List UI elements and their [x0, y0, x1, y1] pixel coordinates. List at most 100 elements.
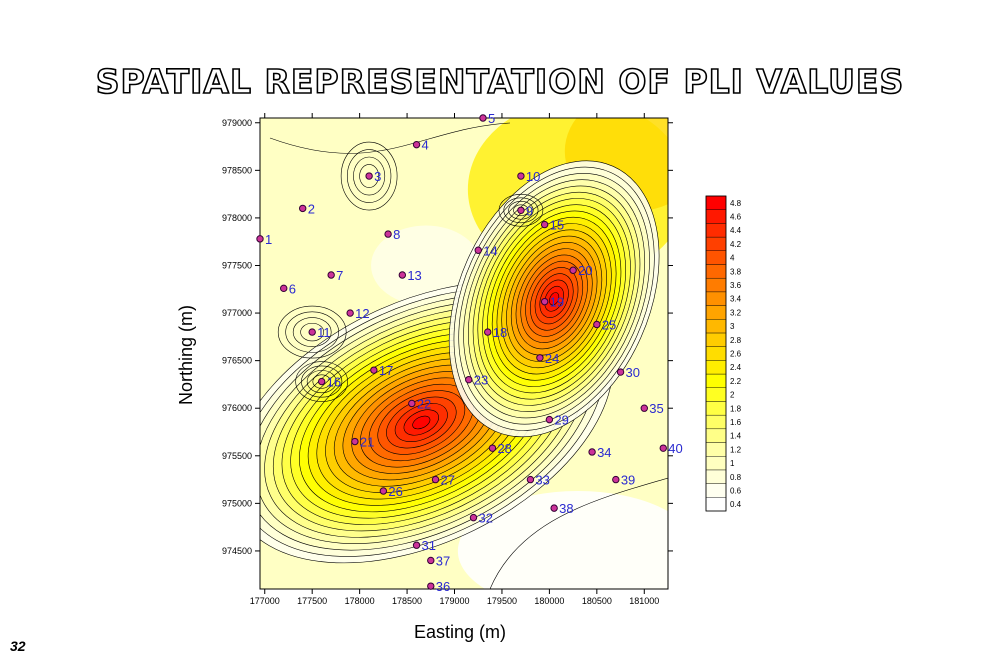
sample-point-40 [659, 444, 667, 452]
sample-label-15: 15 [550, 218, 564, 233]
y-tick-label-5: 977000 [222, 308, 252, 318]
contour-band-0-21 [412, 415, 431, 430]
colorbar-swatch-11 [705, 346, 727, 361]
colorbar-label-0: 0.4 [730, 500, 742, 509]
colorbar-swatch-0 [705, 497, 727, 512]
colorbar-swatch-4 [705, 442, 727, 457]
colorbar-label-22: 4.8 [730, 199, 742, 208]
y-tick-label-7: 978000 [222, 213, 252, 223]
sample-label-29: 29 [554, 413, 568, 428]
colorbar-frame [705, 195, 727, 512]
sample-label-6: 6 [289, 281, 296, 296]
colorbar-swatch-21 [705, 209, 727, 224]
colorbar-label-21: 4.6 [730, 213, 742, 222]
field-low-center [371, 225, 482, 306]
colorbar-label-13: 3 [730, 322, 735, 331]
sample-point-31 [412, 541, 421, 549]
colorbar-label-4: 1.2 [730, 445, 742, 454]
sample-point-33 [526, 475, 535, 484]
sample-point-1 [256, 235, 264, 243]
sample-label-36: 36 [436, 579, 450, 594]
sample-label-13: 13 [407, 268, 421, 283]
sample-label-24: 24 [545, 351, 559, 366]
contour-ring-0-0 [277, 305, 347, 359]
colorbar-label-16: 3.6 [730, 281, 742, 290]
contour-ring-2-3 [312, 374, 331, 389]
colorbar-swatch-8 [705, 387, 727, 402]
sample-point-17 [370, 366, 378, 374]
sample-label-11: 11 [317, 325, 331, 340]
colorbar-label-14: 3.2 [730, 308, 742, 317]
x-tick-label-8: 181000 [629, 596, 659, 606]
colorbar-label-5: 1.4 [730, 432, 742, 441]
y-tick-label-1: 975000 [222, 498, 252, 508]
sample-label-23: 23 [474, 373, 488, 388]
sample-point-24 [536, 354, 544, 362]
contour-line-south [489, 477, 668, 589]
colorbar-swatch-15 [705, 291, 727, 306]
y-tick-label-9: 979000 [222, 118, 252, 128]
contour-ring-3-3 [513, 204, 529, 217]
colorbar-label-1: 0.6 [730, 486, 742, 495]
colorbar-swatch-9 [705, 373, 727, 388]
sample-label-30: 30 [626, 365, 640, 380]
sample-label-10: 10 [526, 169, 540, 184]
sample-point-9 [517, 206, 525, 214]
y-tick-label-8: 978500 [222, 165, 252, 175]
sample-label-27: 27 [441, 473, 455, 488]
colorbar-swatch-6 [705, 414, 727, 430]
sample-point-3 [365, 172, 373, 180]
sample-point-14 [474, 246, 482, 254]
sample-point-38 [550, 504, 558, 512]
colorbar-swatch-10 [705, 360, 727, 375]
sample-point-12 [346, 309, 354, 317]
sample-point-35 [640, 404, 648, 412]
sample-point-6 [280, 284, 288, 293]
sample-label-5: 5 [488, 111, 495, 126]
sample-label-40: 40 [668, 441, 682, 456]
colorbar-swatch-18 [705, 250, 727, 265]
sample-point-30 [616, 368, 625, 376]
colorbar-label-3: 1 [730, 459, 735, 468]
slide-number: 32 [10, 638, 26, 654]
colorbar-label-10: 2.4 [730, 363, 742, 372]
contour-ring-1-3 [359, 164, 379, 188]
colorbar-swatch-14 [705, 305, 727, 320]
x-tick-label-3: 178500 [392, 596, 422, 606]
colorbar-label-7: 1.8 [730, 404, 742, 413]
sample-label-35: 35 [649, 401, 663, 416]
sample-point-39 [612, 475, 620, 484]
sample-label-20: 20 [578, 263, 592, 278]
sample-label-22: 22 [417, 396, 431, 411]
colorbar-swatch-7 [705, 401, 727, 416]
x-tick-label-6: 180000 [534, 596, 564, 606]
contour-ring-1-0 [340, 141, 398, 211]
sample-point-10 [517, 172, 525, 180]
sample-point-21 [351, 437, 359, 446]
sample-label-39: 39 [621, 473, 635, 488]
y-tick-label-2: 975500 [222, 451, 252, 461]
colorbar-label-2: 0.8 [730, 473, 742, 482]
sample-point-29 [545, 415, 554, 424]
sample-point-11 [308, 328, 316, 336]
y-tick-label-3: 976000 [222, 403, 252, 413]
x-tick-label-4: 179000 [439, 596, 469, 606]
contour-ring-2-0 [295, 361, 348, 402]
colorbar-swatch-2 [705, 469, 727, 484]
contour-band-1-21 [549, 292, 560, 306]
contour-ring-3-2 [508, 201, 534, 220]
x-tick-label-7: 180500 [582, 596, 612, 606]
sample-point-32 [469, 513, 478, 522]
sample-point-2 [298, 204, 307, 213]
sample-point-22 [408, 399, 416, 408]
sample-point-37 [427, 556, 435, 565]
sample-label-2: 2 [308, 201, 315, 216]
y-tick-label-0: 974500 [222, 546, 252, 556]
y-tick-label-6: 977500 [222, 260, 252, 270]
colorbar-swatch-13 [705, 319, 727, 334]
colorbar-label-18: 4 [730, 254, 735, 263]
colorbar-swatch-12 [705, 332, 727, 347]
sample-label-19: 19 [550, 295, 564, 310]
colorbar-label-19: 4.2 [730, 240, 742, 249]
